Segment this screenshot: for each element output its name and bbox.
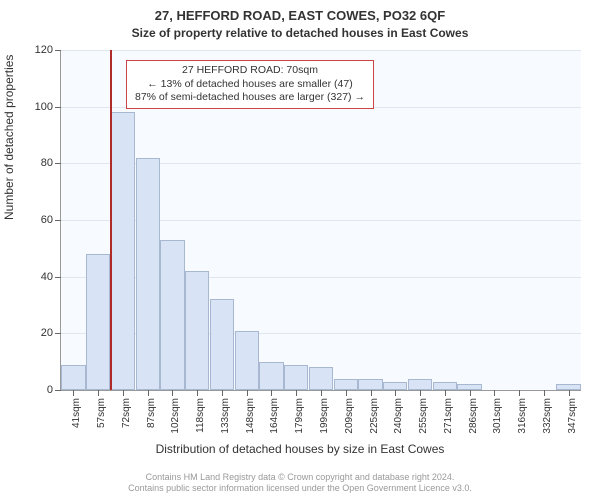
x-tick-label: 255sqm (418, 398, 429, 438)
footer-line-1: Contains HM Land Registry data © Crown c… (146, 472, 455, 482)
x-tick (371, 390, 372, 396)
gridline (61, 50, 581, 51)
x-tick (395, 390, 396, 396)
x-tick (296, 390, 297, 396)
x-tick-label: 209sqm (344, 398, 355, 438)
x-tick-label: 199sqm (319, 398, 330, 438)
y-tick (55, 277, 61, 278)
annotation-line-1: 27 HEFFORD ROAD: 70sqm (135, 64, 365, 78)
bar (210, 299, 234, 390)
x-tick (569, 390, 570, 396)
bar (111, 112, 135, 390)
bar (185, 271, 209, 390)
marker-line (110, 50, 112, 390)
annotation-line-3: 87% of semi-detached houses are larger (… (135, 91, 365, 105)
x-tick-label: 118sqm (195, 398, 206, 438)
y-tick-label: 60 (23, 214, 53, 226)
x-tick (420, 390, 421, 396)
chart-plot-area: 02040608010012041sqm57sqm72sqm87sqm102sq… (60, 50, 581, 391)
y-tick (55, 107, 61, 108)
y-axis-label: Number of detached properties (2, 55, 16, 220)
x-tick-label: 286sqm (468, 398, 479, 438)
x-tick (197, 390, 198, 396)
bar (160, 240, 184, 390)
y-tick-label: 100 (23, 101, 53, 113)
x-tick-label: 225sqm (369, 398, 380, 438)
annotation-line-2: ← 13% of detached houses are smaller (47… (135, 78, 365, 92)
y-tick-label: 80 (23, 157, 53, 169)
x-tick (123, 390, 124, 396)
x-tick (445, 390, 446, 396)
x-axis-label: Distribution of detached houses by size … (0, 442, 600, 456)
bar (334, 379, 358, 390)
y-tick (55, 220, 61, 221)
y-tick-label: 120 (23, 44, 53, 56)
x-tick (222, 390, 223, 396)
y-tick (55, 333, 61, 334)
y-tick (55, 390, 61, 391)
x-tick (519, 390, 520, 396)
bar (383, 382, 407, 391)
y-tick (55, 50, 61, 51)
footer-attribution: Contains HM Land Registry data © Crown c… (0, 472, 600, 495)
bar (309, 367, 333, 390)
page-subtitle: Size of property relative to detached ho… (0, 26, 600, 40)
x-tick-label: 72sqm (121, 398, 132, 438)
x-tick-label: 133sqm (220, 398, 231, 438)
bar (408, 379, 432, 390)
x-tick (271, 390, 272, 396)
bar (235, 331, 259, 391)
x-tick-label: 179sqm (294, 398, 305, 438)
x-tick-label: 332sqm (542, 398, 553, 438)
annotation-box: 27 HEFFORD ROAD: 70sqm ← 13% of detached… (126, 60, 374, 109)
y-tick-label: 0 (23, 384, 53, 396)
x-tick-label: 301sqm (492, 398, 503, 438)
bar (284, 365, 308, 391)
x-tick-label: 102sqm (170, 398, 181, 438)
x-tick-label: 347sqm (567, 398, 578, 438)
bar (136, 158, 160, 390)
x-tick-label: 240sqm (393, 398, 404, 438)
x-tick (148, 390, 149, 396)
x-tick (470, 390, 471, 396)
x-tick-label: 87sqm (146, 398, 157, 438)
y-tick-label: 20 (23, 327, 53, 339)
bar (61, 365, 85, 391)
y-tick (55, 163, 61, 164)
x-tick (346, 390, 347, 396)
x-tick (172, 390, 173, 396)
x-tick (494, 390, 495, 396)
x-tick (98, 390, 99, 396)
x-tick (321, 390, 322, 396)
x-tick-label: 164sqm (269, 398, 280, 438)
x-tick (544, 390, 545, 396)
x-tick-label: 271sqm (443, 398, 454, 438)
x-tick-label: 57sqm (96, 398, 107, 438)
x-tick (247, 390, 248, 396)
bar (86, 254, 110, 390)
x-tick-label: 316sqm (517, 398, 528, 438)
page-title: 27, HEFFORD ROAD, EAST COWES, PO32 6QF (0, 8, 600, 23)
x-tick-label: 148sqm (245, 398, 256, 438)
y-tick-label: 40 (23, 271, 53, 283)
bar (358, 379, 382, 390)
bar (259, 362, 283, 390)
bar (433, 382, 457, 391)
x-tick (73, 390, 74, 396)
footer-line-2: Contains public sector information licen… (128, 483, 472, 493)
x-tick-label: 41sqm (71, 398, 82, 438)
